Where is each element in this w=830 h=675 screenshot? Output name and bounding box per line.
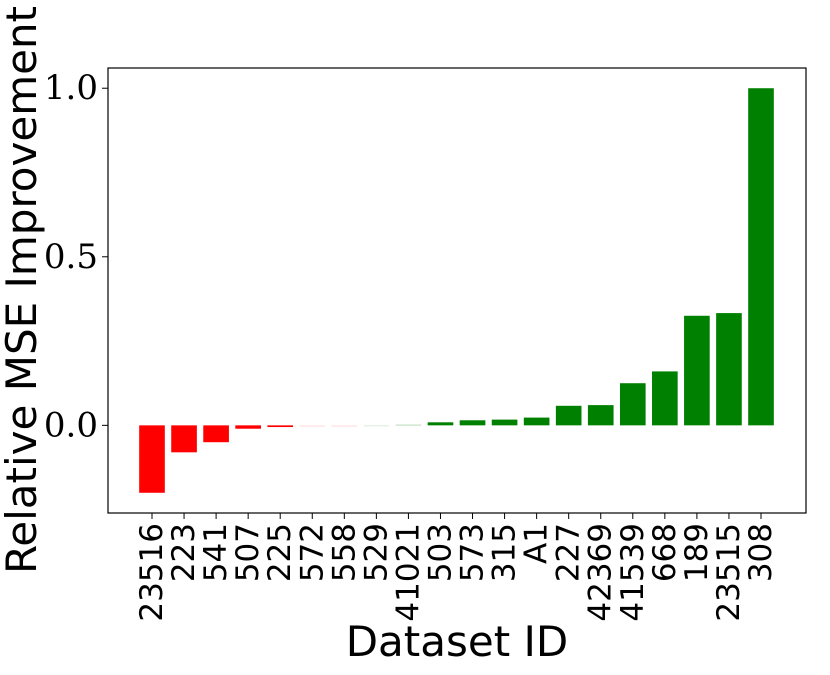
y-tick-label: 1.0	[44, 68, 98, 108]
bar-507	[235, 425, 261, 429]
bar-41539	[619, 383, 646, 426]
x-tick-label: 42369	[583, 523, 619, 622]
bar-315	[491, 419, 518, 426]
x-tick-label: 23515	[711, 523, 747, 622]
x-tick-label: 572	[294, 523, 330, 582]
bar-23516	[139, 425, 165, 493]
bar-189	[684, 315, 710, 426]
x-tick-label: 503	[422, 523, 458, 582]
bar-558	[331, 425, 358, 427]
x-axis-label: Dataset ID	[346, 617, 569, 666]
y-axis-label: Relative MSE Improvement	[0, 6, 46, 574]
plot-frame	[107, 67, 807, 514]
bar-A1	[523, 417, 550, 426]
x-tick-label: 558	[326, 523, 362, 582]
bar-573	[459, 420, 486, 426]
bar-223	[171, 425, 197, 453]
x-tick-label: 41539	[615, 523, 651, 622]
y-axis-ticks: 0.0 0.5 1.0	[44, 68, 108, 445]
bar-41021	[395, 424, 422, 426]
bar-227	[555, 405, 582, 426]
x-tick-label: 315	[487, 523, 523, 582]
x-tick-label: 668	[647, 523, 683, 582]
bar-668	[652, 371, 678, 426]
x-tick-label: 223	[166, 523, 202, 582]
bar-23515	[716, 313, 742, 426]
bar-308	[748, 88, 774, 426]
bar-42369	[587, 405, 614, 426]
x-tick-label: 23516	[134, 523, 170, 622]
bar-541	[203, 425, 229, 443]
x-tick-label: 308	[743, 523, 779, 582]
x-axis-ticks: 2351622354150722557255852941021503573315…	[134, 513, 779, 622]
bar-529	[363, 425, 390, 427]
x-tick-label: 529	[358, 523, 394, 582]
x-tick-label: 189	[679, 523, 715, 582]
x-tick-label: 41021	[390, 523, 426, 622]
bars	[139, 88, 774, 493]
x-tick-label: 227	[551, 523, 587, 582]
x-tick-label: 573	[455, 523, 491, 582]
x-tick-label: 541	[198, 523, 234, 582]
x-tick-label: A1	[519, 523, 555, 564]
x-tick-label: 507	[230, 523, 266, 582]
bar-503	[427, 422, 454, 426]
x-tick-label: 225	[262, 523, 298, 582]
bar-572	[299, 425, 326, 427]
y-tick-label: 0.0	[44, 405, 98, 445]
y-tick-label: 0.5	[44, 237, 98, 277]
bar-225	[267, 425, 294, 428]
